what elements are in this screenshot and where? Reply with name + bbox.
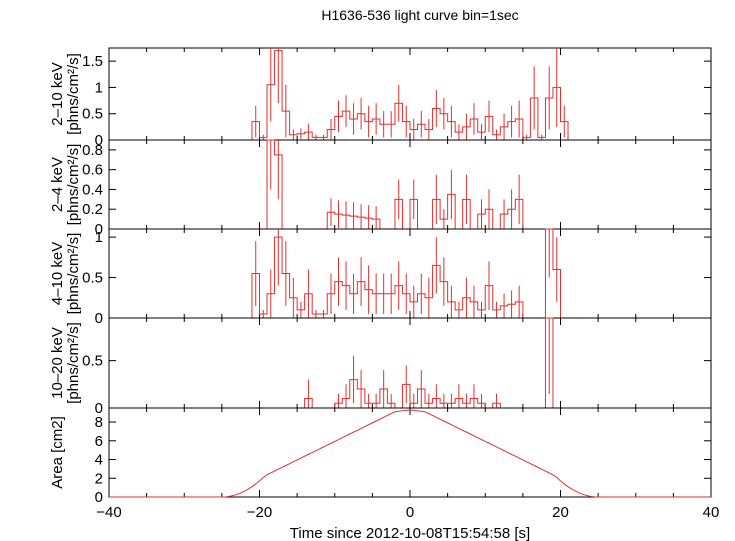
x-tick-label: 40 bbox=[703, 504, 720, 521]
panels: 00.511.52–10 keV [phns/cm²/s]00.20.40.60.… bbox=[49, 47, 720, 521]
panel-2: 0 0.2 0.4 0.6 0.8 2–4 keV [phns/cm²/s] bbox=[49, 139, 712, 238]
y-tick-label: 6 bbox=[95, 433, 103, 450]
x-tick-label: −20 bbox=[247, 504, 272, 521]
y-axis-label: 4–10 keV bbox=[49, 242, 66, 305]
y-axis-label: 2–10 keV bbox=[49, 62, 66, 125]
step-line bbox=[109, 228, 711, 319]
x-axis-label: Time since 2012-10-08T15:54:58 [s] bbox=[290, 525, 530, 541]
panel-frame bbox=[108, 407, 712, 498]
y-axis-label: 10–20 keV bbox=[49, 327, 66, 399]
y-axis-unit: [phns/cm²/s] bbox=[65, 322, 82, 404]
y-tick-label: 0 bbox=[95, 489, 103, 506]
y-axis-unit: [phns/cm²/s] bbox=[65, 233, 82, 315]
y-tick-label: 1 bbox=[95, 229, 103, 246]
y-axis-label: Area [cm2] bbox=[49, 416, 66, 489]
x-tick-label: −40 bbox=[96, 504, 121, 521]
y-tick-label: 4 bbox=[95, 452, 103, 469]
y-tick-label: 0.2 bbox=[82, 201, 103, 218]
step-line bbox=[109, 317, 711, 409]
y-tick-label: 2 bbox=[95, 470, 103, 487]
step-line bbox=[109, 50, 711, 141]
y-tick-label: 0.4 bbox=[82, 181, 103, 198]
x-tick-label: 0 bbox=[406, 504, 414, 521]
y-tick-label: 0.6 bbox=[82, 162, 103, 179]
y-tick-label: 0 bbox=[95, 310, 103, 327]
y-tick-label: 0.5 bbox=[82, 106, 103, 123]
step-line bbox=[109, 139, 711, 230]
panel-3: 0 0.5 1 4–10 keV [phns/cm²/s] bbox=[49, 228, 712, 327]
panel-1: 0 0.5 1 1.5 2–10 keV [phns/cm²/s] bbox=[49, 47, 712, 149]
y-tick-label: 0.5 bbox=[82, 353, 103, 370]
y-tick-label: 8 bbox=[95, 414, 103, 431]
panel-5: 0 24 6 8 Area [cm2] −40 −20 0 20 40 bbox=[49, 407, 720, 521]
y-axis-label: 2–4 keV bbox=[49, 157, 66, 212]
y-tick-label: 0 bbox=[95, 400, 103, 417]
y-tick-label: 0 bbox=[95, 132, 103, 149]
y-tick-label: 0.8 bbox=[82, 142, 103, 159]
chart-title: H1636-536 light curve bin=1sec bbox=[321, 7, 518, 23]
y-tick-label: 1 bbox=[95, 79, 103, 96]
x-tick-label: 20 bbox=[552, 504, 569, 521]
panel-frame bbox=[108, 228, 712, 319]
y-axis-unit: [phns/cm²/s] bbox=[65, 53, 82, 135]
y-tick-label: 1.5 bbox=[82, 53, 103, 70]
y-tick-label: 0 bbox=[95, 221, 103, 238]
y-axis-unit: [phns/cm²/s] bbox=[65, 144, 82, 226]
area-curve bbox=[109, 409, 711, 498]
panel-4: 0 0.5 10–20 keV [phns/cm²/s] bbox=[49, 317, 712, 417]
y-tick-label: 0.5 bbox=[82, 270, 103, 287]
